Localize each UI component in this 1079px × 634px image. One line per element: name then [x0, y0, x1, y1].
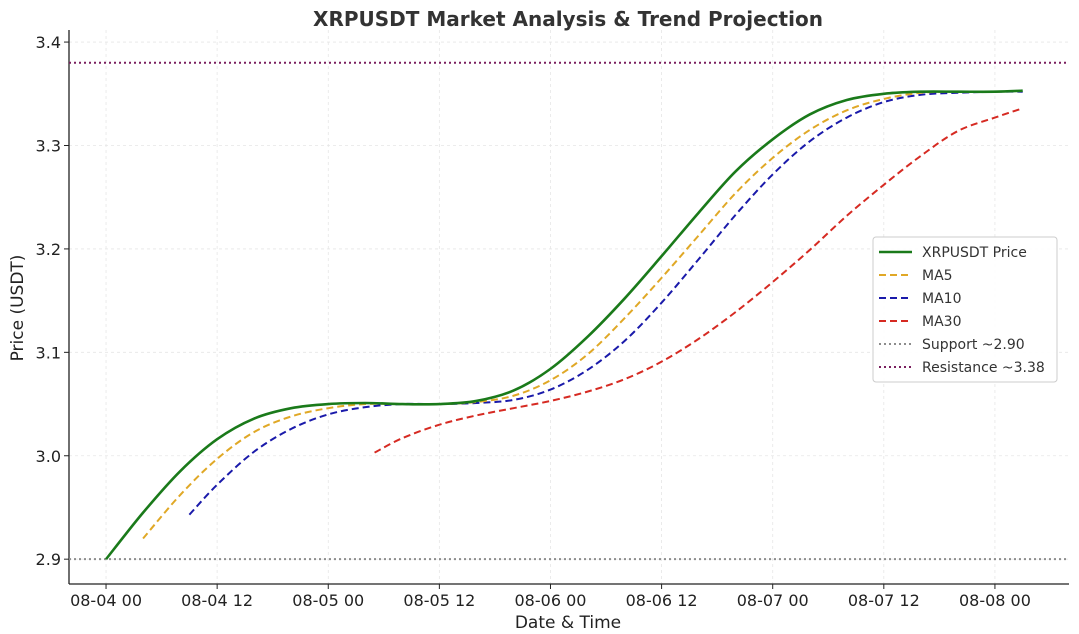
y-tick-label: 3.2 — [36, 240, 61, 259]
x-tick-label: 08-04 00 — [70, 591, 142, 610]
legend-box — [872, 236, 1058, 383]
legend-label-4: Support ~2.90 — [922, 337, 1025, 353]
x-ticks: 08-04 00 08-04 12 08-05 00 08-05 12 08-06 00… — [70, 584, 1031, 610]
legend-label-2: MA10 — [922, 291, 961, 307]
x-tick-label: 08-06 12 — [626, 591, 698, 610]
y-tick-label: 3.1 — [36, 343, 61, 362]
x-tick-label: 08-07 12 — [848, 591, 920, 610]
legend-label-1: MA5 — [922, 268, 953, 284]
legend: XRPUSDT Price MA5 MA10 MA30 Support ~2.90 Res… — [872, 236, 1058, 383]
x-tick-label: 08-08 00 — [959, 591, 1031, 610]
y-ticks: 2.9 3.0 3.1 3.2 3.3 3.4 — [36, 33, 69, 569]
y-tick-label: 3.3 — [36, 136, 61, 155]
axes — [68, 30, 1069, 585]
legend-label-5: Resistance ~3.38 — [922, 360, 1045, 376]
legend-label-0: XRPUSDT Price — [922, 245, 1027, 261]
y-tick-label: 2.9 — [36, 550, 61, 569]
series-line-0 — [105, 89, 1023, 560]
x-tick-label: 08-07 00 — [737, 591, 809, 610]
legend-label-3: MA30 — [922, 314, 961, 330]
x-tick-label: 08-06 00 — [515, 591, 587, 610]
series-line-3 — [374, 107, 1024, 454]
series-lines — [69, 61, 1069, 561]
y-tick-label: 3.4 — [36, 33, 61, 52]
x-tick-label: 08-05 12 — [403, 591, 475, 610]
x-tick-label: 08-05 00 — [292, 591, 364, 610]
y-tick-label: 3.0 — [36, 447, 61, 466]
x-tick-label: 08-04 12 — [181, 591, 253, 610]
series-line-2 — [188, 90, 1023, 516]
chart-title: XRPUSDT Market Analysis & Trend Projecti… — [313, 7, 823, 31]
x-axis-label: Date & Time — [515, 613, 621, 633]
y-axis-label: Price (USDT) — [8, 255, 28, 362]
